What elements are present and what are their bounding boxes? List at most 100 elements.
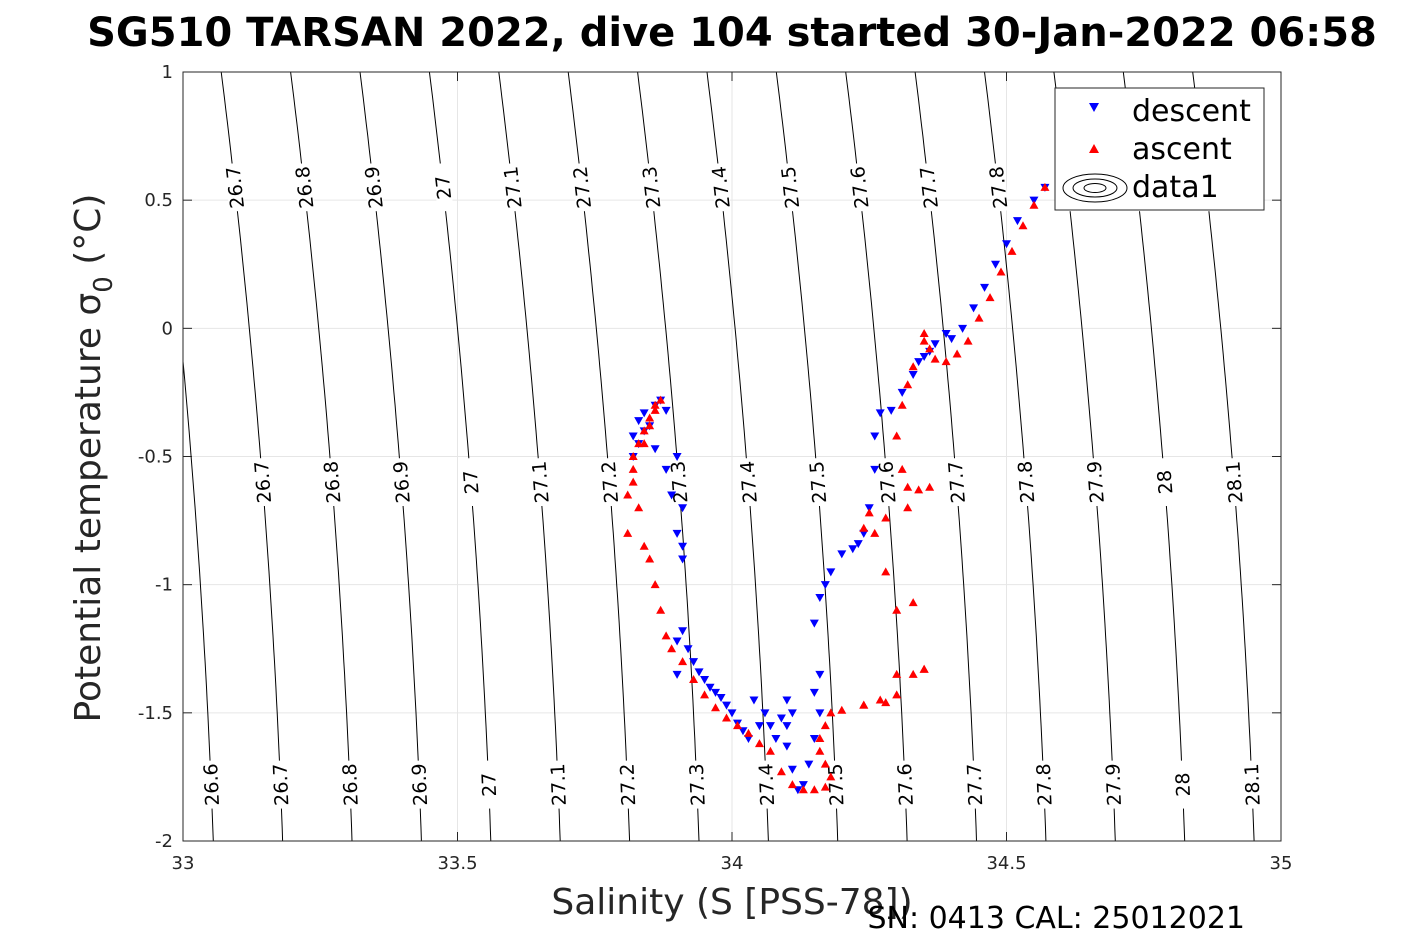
ascent-point [639, 439, 649, 448]
isopycnal-label-bg [757, 760, 776, 809]
y-axis-label: Potential temperature σ0 (°C) [68, 194, 119, 723]
descent-point [1002, 240, 1011, 249]
descent-point [678, 504, 688, 513]
isopycnal-label: 28 [1172, 772, 1195, 797]
descent-point [787, 765, 797, 774]
ascent-point [1007, 246, 1017, 255]
isopycnal-label-bg [340, 760, 359, 809]
ascent-point [650, 580, 660, 589]
isopycnal-label: 27.3 [686, 763, 710, 806]
isopycnal-label: 27.9 [1084, 460, 1109, 504]
isopycnal-label: 27.7 [916, 165, 943, 210]
descent-point [914, 358, 924, 367]
descent-point [672, 637, 682, 646]
ascent-point [820, 721, 830, 730]
ascent-point [820, 759, 830, 768]
descent-point [672, 453, 682, 461]
legend-data1-label: data1 [1132, 170, 1219, 205]
descent-point [793, 786, 803, 795]
ascent-point [820, 782, 830, 791]
ascent-point [837, 705, 847, 714]
descent-point [870, 432, 880, 441]
calibration-footer: SN: 0413 CAL: 25012021 [867, 901, 1245, 936]
ascent-point [639, 426, 649, 435]
isopycnal-label-bg [202, 760, 221, 809]
descent-point [738, 727, 748, 736]
ascent-point [897, 400, 907, 409]
isopycnal-label-bg [1104, 760, 1123, 809]
isopycnal-label: 26.9 [408, 763, 432, 806]
descent-point [722, 701, 732, 710]
descent-point [765, 722, 775, 731]
isopycnal-label-bg [1085, 457, 1106, 507]
ascent-point [919, 336, 929, 345]
ascent-point [859, 700, 869, 709]
ascent-point [996, 267, 1006, 276]
descent-point [743, 734, 753, 743]
isopycnal-label: 26.6 [200, 763, 224, 806]
descent-point [727, 709, 737, 718]
isopycnal-label-bg [1034, 760, 1053, 809]
y-tick-label: -2 [155, 831, 173, 852]
isopycnal-label: 27.4 [737, 460, 762, 504]
isopycnal-label-bg [848, 162, 870, 213]
descent-point [1012, 217, 1022, 226]
ascent-point [892, 690, 902, 699]
isopycnal-label: 27.6 [894, 763, 918, 806]
isopycnal-label-bg [548, 760, 568, 809]
isopycnal-label: 26.8 [292, 165, 319, 210]
ascent-point [908, 598, 918, 607]
descent-point [776, 714, 786, 723]
ascent-point [787, 780, 797, 789]
descent-point [689, 658, 699, 667]
ascent-point [974, 313, 984, 322]
isopycnal-label-bg [1154, 457, 1175, 507]
legend-box [1054, 87, 1265, 211]
descent-point [848, 545, 858, 554]
ascent-point [656, 395, 666, 404]
isopycnal-label-bg [946, 457, 967, 507]
ascent-point [650, 400, 660, 409]
isopycnal-label: 27.6 [847, 165, 874, 210]
y-tick-label: -1.5 [138, 703, 173, 724]
ascent-point [628, 464, 638, 473]
isopycnal-label: 27.8 [1014, 460, 1039, 504]
isopycnal-label: 27.1 [528, 460, 553, 504]
isopycnal-label-bg [322, 457, 342, 507]
ascent-point [881, 698, 891, 707]
ascent-point [765, 746, 775, 755]
isopycnal-label-bg [1173, 760, 1192, 809]
series-descent [628, 183, 1050, 795]
ascent-point [914, 485, 924, 494]
ascent-point [930, 354, 940, 363]
ascent-point [892, 431, 902, 440]
descent-point [864, 504, 874, 513]
isopycnal-label-bg [362, 162, 385, 213]
legend-ascent-marker [1089, 144, 1099, 153]
ascent-point [925, 344, 935, 353]
ascent-point [963, 336, 973, 345]
ascent-point [881, 567, 891, 576]
descent-point [711, 688, 721, 697]
ascent-point [722, 713, 732, 722]
isopycnal-label-bg [530, 457, 550, 507]
descent-point [678, 555, 688, 564]
isopycnal-label-bg [410, 760, 429, 809]
descent-point [754, 722, 764, 731]
descent-point [628, 432, 638, 441]
descent-point [678, 627, 688, 636]
ascent-point [941, 357, 951, 366]
isopycnal-label-bg [895, 760, 914, 809]
descent-point [875, 409, 885, 418]
ascent-point [700, 690, 710, 699]
isopycnal-label: 27.5 [825, 763, 849, 806]
isopycnal-label: 27 [460, 469, 484, 495]
ascent-point [623, 490, 633, 499]
descent-point [826, 568, 836, 577]
ascent-point [628, 452, 638, 460]
x-tick-label: 34 [721, 853, 744, 874]
descent-point [930, 340, 940, 349]
legend-ascent-label: ascent [1132, 132, 1232, 167]
ascent-point [743, 728, 753, 737]
